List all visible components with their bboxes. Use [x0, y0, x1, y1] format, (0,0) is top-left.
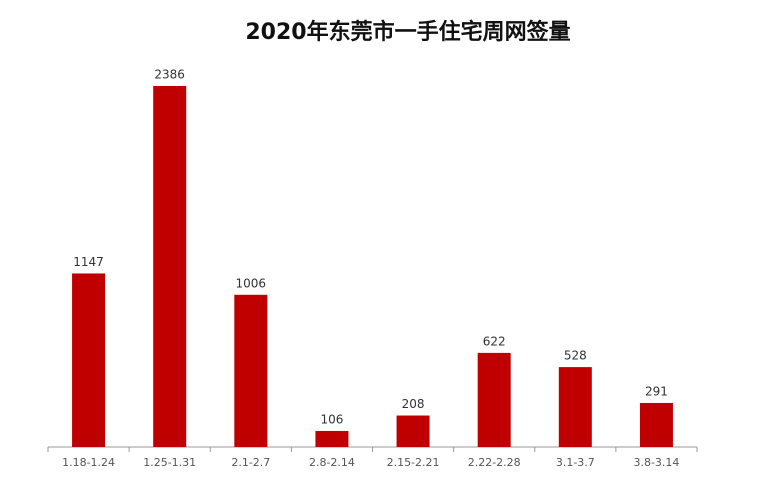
value-label: 622: [483, 334, 506, 348]
bar: [396, 415, 430, 447]
value-label: 208: [402, 397, 425, 411]
value-label: 1147: [73, 255, 104, 269]
chart-title: 2020年东莞市一手住宅周网签量: [245, 19, 570, 45]
x-tick-label: 3.1-3.7: [556, 456, 595, 469]
x-tick-label: 2.1-2.7: [231, 456, 270, 469]
value-label: 291: [645, 384, 668, 398]
bar: [639, 402, 673, 447]
value-label: 1006: [236, 276, 267, 290]
bar: [558, 367, 592, 447]
bar: [153, 86, 187, 447]
x-tick-label: 1.25-1.31: [143, 456, 196, 469]
bar: [234, 294, 268, 447]
bar: [72, 273, 106, 447]
x-tick-label: 1.18-1.24: [62, 456, 115, 469]
bar: [315, 430, 349, 447]
value-label: 528: [564, 349, 587, 363]
x-tick-label: 2.15-2.21: [387, 456, 440, 469]
value-label: 106: [320, 412, 343, 426]
x-tick-label: 3.8-3.14: [633, 456, 679, 469]
x-tick-label: 2.8-2.14: [309, 456, 355, 469]
bar: [477, 352, 511, 447]
x-tick-label: 2.22-2.28: [468, 456, 521, 469]
value-label: 2386: [154, 68, 185, 82]
